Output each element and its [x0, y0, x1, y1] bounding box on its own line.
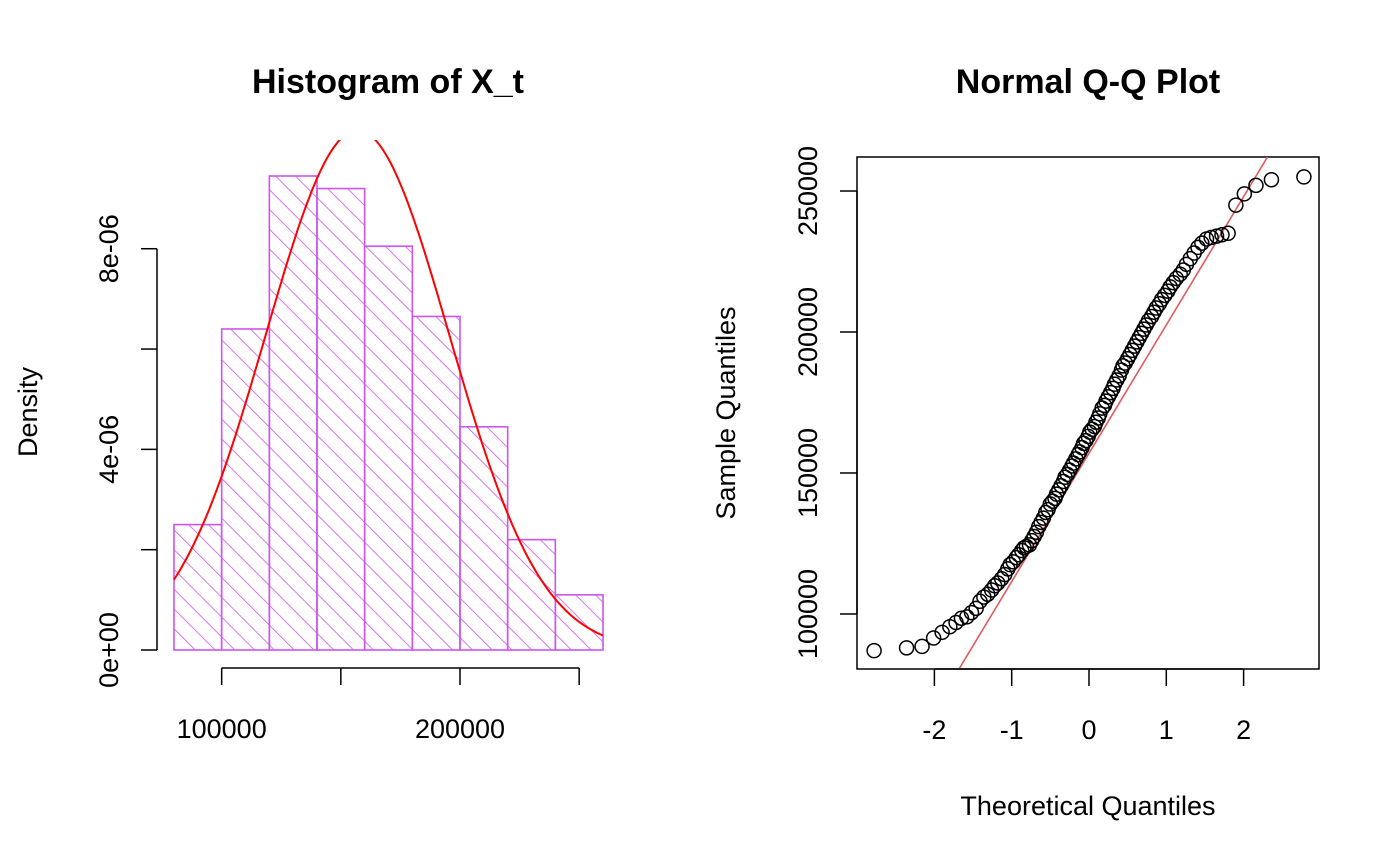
qq-plot-frame — [856, 156, 1320, 670]
qq-point — [1236, 186, 1253, 202]
normal-density-curve — [173, 140, 604, 637]
histogram-title: Histogram of X_t — [252, 63, 524, 101]
qq-point — [866, 642, 882, 659]
qq-point — [1208, 228, 1225, 244]
histogram-y-axis: 0e+00 4e-06 8e-06 — [94, 214, 158, 688]
histogram-bar — [316, 187, 366, 651]
histogram-bar — [268, 175, 318, 651]
histogram-bar — [411, 315, 461, 651]
histogram-bar — [220, 328, 271, 651]
qq-point — [1172, 266, 1188, 282]
qq-point — [898, 640, 915, 656]
qq-point — [1013, 542, 1030, 559]
histogram-y-tick-label: 4e-06 — [94, 415, 124, 484]
qq-x-tick-label: 0 — [1081, 715, 1096, 745]
qq-point — [959, 609, 975, 625]
qq-y-axis-label: Sample Quantiles — [711, 306, 741, 519]
qq-x-tick-label: 2 — [1236, 715, 1251, 745]
qq-point — [1157, 287, 1173, 304]
qq-y-axis: 100000 150000 200000 250000 — [793, 146, 858, 659]
qq-point — [1190, 239, 1206, 256]
qq-x-tick-label: -2 — [922, 715, 946, 745]
histogram-x-tick-label: 100000 — [177, 714, 267, 744]
histogram-x-tick-label: 200000 — [415, 714, 505, 744]
histogram-y-axis-label: Density — [13, 366, 43, 457]
histogram-bar-hatching — [174, 524, 222, 650]
qq-points — [866, 169, 1312, 659]
histogram-bar — [459, 425, 509, 651]
histogram-bar-hatching — [221, 328, 270, 650]
histogram-bar-hatching — [460, 426, 508, 650]
qq-point — [1140, 312, 1157, 329]
qq-point — [1148, 300, 1165, 316]
qq-point — [1037, 504, 1054, 521]
qq-point — [1203, 229, 1219, 246]
qq-point — [963, 604, 980, 621]
histogram-bar-hatching — [412, 316, 460, 650]
qq-x-axis-label: Theoretical Quantiles — [960, 791, 1215, 821]
histogram-y-tick-label: 0e+00 — [94, 612, 124, 688]
qq-x-tick-label: -1 — [1000, 715, 1024, 745]
histogram-bar-hatching — [364, 246, 413, 650]
histogram-bar-outline — [459, 425, 509, 651]
histogram-x-axis: 100000 200000 — [177, 667, 580, 744]
histogram-y-tick-label: 8e-06 — [94, 214, 124, 283]
qq-x-axis: -2 -1 0 1 2 — [922, 668, 1251, 745]
histogram-bars — [173, 175, 604, 651]
qq-point — [1194, 235, 1210, 251]
histogram-bar — [173, 523, 223, 651]
qq-point — [1220, 225, 1236, 242]
qq-point — [1228, 197, 1244, 213]
qq-point — [1214, 226, 1230, 243]
qq-y-tick-label: 150000 — [793, 428, 823, 518]
histogram-bar-hatching — [507, 539, 556, 650]
qq-point — [934, 624, 950, 641]
qq-plot-title: Normal Q-Q Plot — [956, 63, 1220, 101]
qq-plot-panel: Normal Q-Q Plot Theoretical Quantiles Sa… — [711, 63, 1320, 821]
qq-reference-line — [958, 157, 1269, 669]
qq-y-tick-label: 100000 — [793, 569, 823, 659]
qq-y-tick-label: 250000 — [793, 146, 823, 236]
histogram-bar — [363, 245, 414, 651]
histogram-bar-hatching — [317, 188, 365, 651]
histogram-bar-outline — [554, 594, 604, 651]
qq-y-tick-label: 200000 — [793, 287, 823, 377]
qq-point — [925, 630, 942, 646]
qq-point — [1248, 177, 1264, 194]
histogram-bar-hatching — [269, 176, 317, 650]
histogram-panel: Histogram of X_t Density 0e+00 4e-06 8e-06… — [13, 63, 604, 744]
qq-point — [1296, 169, 1312, 185]
qq-x-tick-label: 1 — [1159, 715, 1174, 745]
histogram-bar — [506, 538, 557, 651]
qq-point — [1263, 171, 1280, 188]
qq-point — [914, 638, 930, 655]
